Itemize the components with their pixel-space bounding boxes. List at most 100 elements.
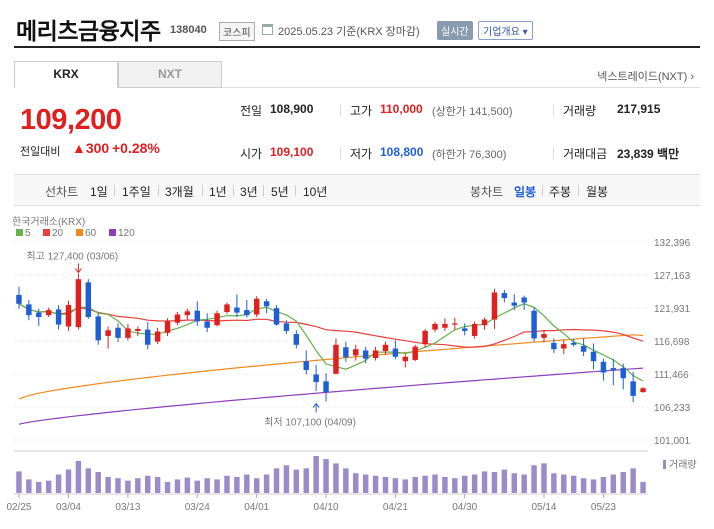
tab-nxt[interactable]: NXT (118, 61, 222, 88)
moving-average-lines (18, 303, 644, 425)
period-separator (202, 185, 203, 196)
volume-bar (442, 476, 448, 493)
y-tick-label: 111,466 (654, 370, 689, 381)
amount-value: 23,839 백만 (617, 147, 680, 161)
volume-bar (402, 479, 409, 493)
candle-body (343, 347, 349, 358)
volume-bar (630, 468, 636, 493)
volume-bar (580, 478, 587, 493)
candle-body (36, 312, 42, 318)
ma5-line (18, 303, 644, 382)
line-chart-label: 선차트 (45, 185, 79, 199)
candle-weekly[interactable]: 주봉 (549, 185, 572, 199)
volume-bar (521, 474, 527, 493)
ma20-line (18, 303, 644, 348)
x-tick-label: 04/21 (383, 502, 408, 513)
candle-daily[interactable]: 일봉 (514, 185, 537, 199)
period-1y[interactable]: 1년 (209, 185, 227, 199)
stock-name: 메리츠금융지주 (16, 18, 161, 44)
amount-label: 거래대금 (563, 147, 608, 161)
prev-close-value: 108,900 (270, 102, 314, 116)
price-chart[interactable]: 한국거래소(KRX) 5 20 60 120 132,396 127,163 121,93… (0, 210, 714, 529)
prev-close-label: 전일 (240, 104, 263, 118)
volume-bar (164, 481, 171, 493)
stock-code: 138040 (170, 24, 207, 36)
candle-body (382, 344, 389, 352)
chart-grid (14, 241, 648, 495)
min-arrow-head (312, 402, 320, 408)
candle-body (353, 349, 359, 356)
volume-bar (471, 474, 478, 493)
volume-bar (362, 474, 369, 493)
upper-limit: (상한가 141,500) (432, 106, 513, 118)
volume-bar (224, 475, 230, 493)
volume-bar (95, 472, 101, 493)
volume-bar (422, 475, 428, 493)
period-1d[interactable]: 1일 (90, 185, 108, 199)
volume-bar (491, 472, 498, 493)
volume-bar (85, 468, 92, 493)
candle-body (244, 310, 250, 316)
realtime-button[interactable]: 실시간 (437, 21, 473, 40)
volume-bar (541, 463, 547, 493)
volume-bar (531, 465, 537, 493)
candle-body (471, 323, 478, 336)
market-badge: 코스피 (219, 22, 255, 41)
candle-body (402, 356, 409, 362)
period-separator (578, 185, 579, 196)
volume-bar (501, 469, 508, 493)
chart-annotations: 최고 127,400 (03/06) 최저 107,100 (04/09) (26, 251, 356, 429)
period-separator (263, 185, 264, 196)
x-tick-label: 03/24 (185, 502, 210, 513)
x-tick-label: 02/25 (6, 502, 31, 513)
legend-swatch (76, 229, 83, 236)
candle-body (600, 361, 607, 373)
volume-bar (253, 478, 260, 493)
period-1w[interactable]: 1주일 (122, 185, 151, 199)
period-3y[interactable]: 3년 (240, 185, 258, 199)
period-bar (14, 174, 700, 206)
volume-bar (303, 468, 309, 493)
company-overview-button[interactable]: 기업개요 ▾ (478, 21, 533, 40)
volume-bar (570, 475, 577, 493)
x-tick-label: 05/23 (591, 502, 616, 513)
volume-bar (154, 476, 161, 493)
candle-body (55, 309, 62, 325)
x-tick-label: 04/10 (314, 502, 339, 513)
volume-bar (26, 479, 32, 493)
candle-body (333, 344, 339, 374)
volume-bar (323, 459, 329, 493)
volume-bar (244, 474, 250, 493)
volume-bar (214, 479, 220, 493)
chart-source: 한국거래소(KRX) (12, 216, 85, 228)
x-tick-label: 05/14 (531, 502, 556, 513)
y-tick-label: 101,001 (654, 436, 691, 447)
candle-body (491, 292, 498, 320)
x-tick-label: 03/04 (56, 502, 81, 513)
candle-monthly[interactable]: 월봉 (586, 185, 609, 199)
volume-label: 거래량 (563, 104, 597, 118)
period-3m[interactable]: 3개월 (165, 185, 194, 199)
volume-bar (45, 480, 52, 493)
nextrade-link[interactable]: 넥스트레이드(NXT) › (597, 71, 694, 83)
candle-body (26, 304, 32, 316)
volume-bar (174, 479, 181, 493)
x-axis-ticks: 02/25 03/04 03/13 03/24 04/01 04/10 04/21 04/30… (6, 494, 616, 513)
high-label: 고가 (350, 104, 373, 118)
candle-body (432, 323, 438, 330)
volume-bar (135, 478, 141, 493)
period-separator (233, 185, 234, 196)
period-5y[interactable]: 5년 (271, 185, 289, 199)
y-tick-label: 106,233 (654, 403, 691, 414)
open-label: 시가 (240, 147, 263, 161)
candle-body (125, 328, 131, 338)
lower-limit: (하한가 76,300) (432, 149, 507, 161)
volume-bar (55, 474, 62, 493)
volume-bar (333, 463, 339, 493)
period-10y[interactable]: 10년 (303, 185, 328, 199)
volume-bar (551, 473, 557, 493)
y-tick-label: 116,698 (654, 337, 690, 348)
tab-krx[interactable]: KRX (14, 61, 118, 88)
candle-body (234, 307, 240, 313)
volume-bar (75, 460, 82, 493)
